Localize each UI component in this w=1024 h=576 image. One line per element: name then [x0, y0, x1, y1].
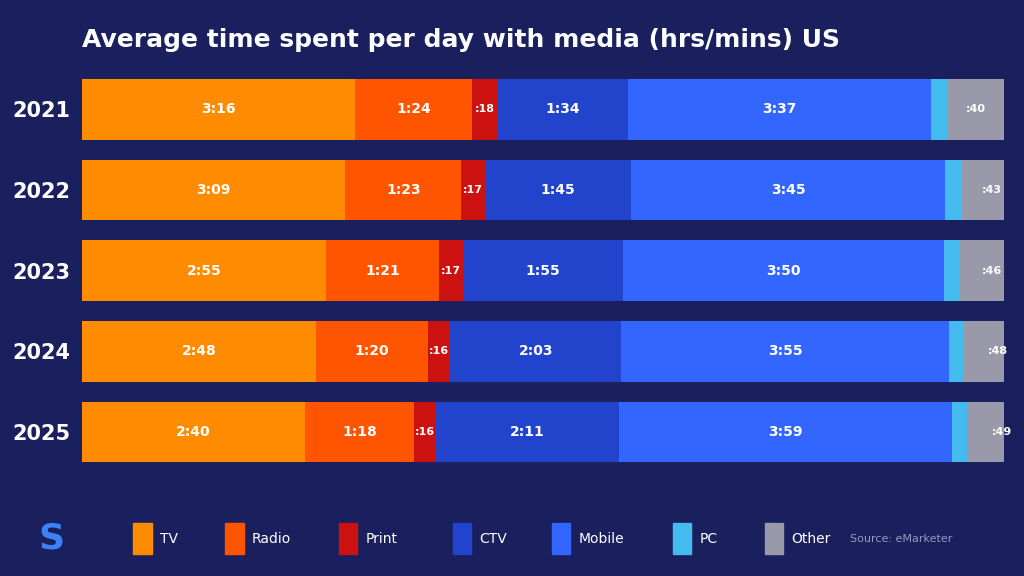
Bar — [463, 241, 623, 301]
Text: 3:55: 3:55 — [768, 344, 803, 358]
Text: Radio: Radio — [252, 532, 291, 545]
Text: 3:59: 3:59 — [768, 425, 803, 439]
Bar — [82, 160, 345, 221]
Text: 2:48: 2:48 — [181, 344, 216, 358]
Text: Mobile: Mobile — [579, 532, 625, 545]
Text: 3:50: 3:50 — [766, 264, 801, 278]
Bar — [428, 321, 450, 382]
Text: 2:11: 2:11 — [510, 425, 545, 439]
Bar — [461, 160, 484, 221]
Bar — [450, 321, 622, 382]
Text: PC: PC — [699, 532, 718, 545]
Bar — [949, 321, 965, 382]
Text: :16: :16 — [415, 427, 435, 437]
Text: S: S — [38, 521, 65, 556]
Text: 2:40: 2:40 — [176, 425, 211, 439]
Bar — [82, 402, 305, 462]
Bar — [948, 79, 1004, 140]
Bar — [961, 241, 1024, 301]
Text: 3:09: 3:09 — [197, 183, 230, 197]
Text: Print: Print — [366, 532, 397, 545]
Text: :43: :43 — [982, 185, 1001, 195]
Text: 1:24: 1:24 — [396, 103, 431, 116]
Text: :17: :17 — [440, 266, 461, 276]
Bar — [355, 79, 472, 140]
Text: :48: :48 — [988, 346, 1008, 357]
Text: 1:55: 1:55 — [525, 264, 560, 278]
Bar — [326, 241, 439, 301]
Text: TV: TV — [160, 532, 178, 545]
Text: 2:55: 2:55 — [186, 264, 221, 278]
Bar — [436, 402, 618, 462]
Text: 1:21: 1:21 — [365, 264, 399, 278]
Text: :49: :49 — [991, 427, 1012, 437]
Text: 2:03: 2:03 — [518, 344, 553, 358]
Bar — [952, 402, 968, 462]
Text: :40: :40 — [966, 104, 986, 115]
Text: 3:45: 3:45 — [771, 183, 806, 197]
Bar — [623, 241, 943, 301]
Bar — [945, 160, 962, 221]
Bar — [345, 160, 461, 221]
Text: 3:37: 3:37 — [763, 103, 797, 116]
Text: CTV: CTV — [479, 532, 507, 545]
Text: Average time spent per day with media (hrs/mins) US: Average time spent per day with media (h… — [82, 28, 840, 52]
Bar — [622, 321, 949, 382]
Bar — [82, 79, 355, 140]
Bar — [484, 160, 631, 221]
Bar — [498, 79, 629, 140]
Bar — [968, 402, 1024, 462]
Text: 1:23: 1:23 — [386, 183, 421, 197]
Bar — [965, 321, 1024, 382]
Bar — [631, 160, 945, 221]
Text: 1:34: 1:34 — [546, 103, 581, 116]
Bar — [618, 402, 952, 462]
Text: Other: Other — [792, 532, 830, 545]
Text: 1:45: 1:45 — [541, 183, 575, 197]
Bar — [82, 321, 316, 382]
Bar — [305, 402, 414, 462]
Bar — [931, 79, 948, 140]
Bar — [629, 79, 931, 140]
Text: :16: :16 — [429, 346, 449, 357]
Bar — [316, 321, 428, 382]
Text: Source: eMarketer: Source: eMarketer — [850, 533, 952, 544]
Text: :46: :46 — [982, 266, 1002, 276]
Bar — [943, 241, 961, 301]
Bar — [414, 402, 436, 462]
Bar — [962, 160, 1022, 221]
Bar — [82, 241, 326, 301]
Text: :17: :17 — [463, 185, 483, 195]
Text: :18: :18 — [475, 104, 495, 115]
Bar — [439, 241, 463, 301]
Text: 1:18: 1:18 — [342, 425, 377, 439]
Text: 1:20: 1:20 — [354, 344, 389, 358]
Text: 3:16: 3:16 — [202, 103, 236, 116]
Bar — [472, 79, 498, 140]
